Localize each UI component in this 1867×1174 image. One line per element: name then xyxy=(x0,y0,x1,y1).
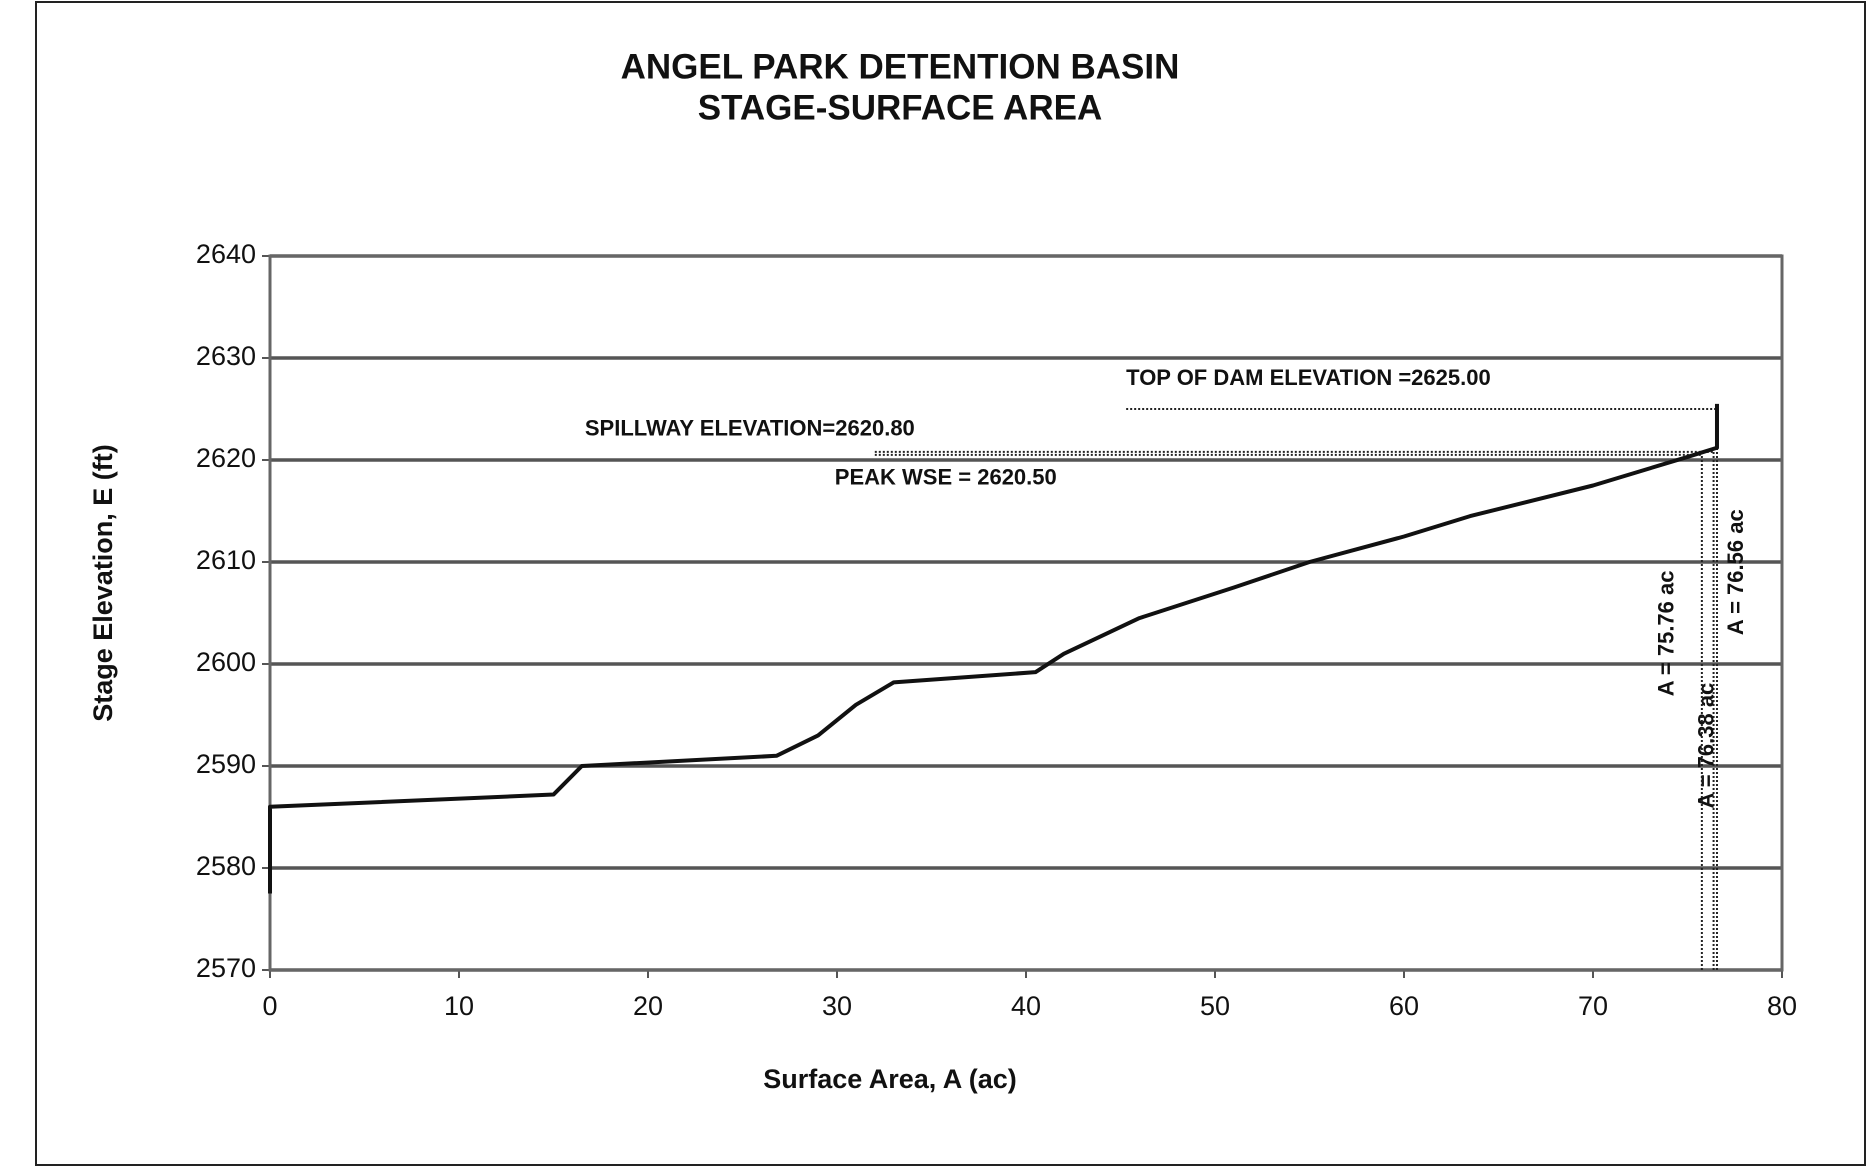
x-tick-label: 50 xyxy=(1200,991,1230,1021)
annotation: A = 76.56 ac xyxy=(1723,509,1748,635)
annotation: SPILLWAY ELEVATION=2620.80 xyxy=(585,416,915,441)
data-line xyxy=(268,403,1719,894)
x-tick-label: 30 xyxy=(822,991,852,1021)
annotation: A = 76.38 ac xyxy=(1693,683,1718,809)
frame xyxy=(35,1,1866,1166)
annotation: TOP OF DAM ELEVATION =2625.00 xyxy=(1126,365,1491,390)
y-tick-label: 2640 xyxy=(196,239,256,269)
x-tick-label: 70 xyxy=(1578,991,1608,1021)
chart-title: ANGEL PARK DETENTION BASIN xyxy=(621,47,1180,86)
x-tick-label: 60 xyxy=(1389,991,1419,1021)
x-axis-label: Surface Area, A (ac) xyxy=(763,1064,1017,1094)
y-axis-label: Stage Elevation, E (ft) xyxy=(88,444,118,722)
annotation: A = 75.76 ac xyxy=(1654,571,1679,697)
y-tick-label: 2570 xyxy=(196,953,256,983)
x-tick-label: 40 xyxy=(1011,991,1041,1021)
annotation: PEAK WSE = 2620.50 xyxy=(835,465,1057,490)
x-tick-label: 10 xyxy=(444,991,474,1021)
x-tick-label: 80 xyxy=(1767,991,1797,1021)
y-tick-label: 2590 xyxy=(196,749,256,779)
x-tick-label: 0 xyxy=(262,991,277,1021)
y-tick-label: 2610 xyxy=(196,545,256,575)
y-tick-label: 2620 xyxy=(196,443,256,473)
y-tick-label: 2600 xyxy=(196,647,256,677)
y-tick-label: 2580 xyxy=(196,851,256,881)
y-tick-label: 2630 xyxy=(196,341,256,371)
x-tick-label: 20 xyxy=(633,991,663,1021)
plot-area xyxy=(268,254,1784,972)
chart-subtitle: STAGE-SURFACE AREA xyxy=(698,88,1102,127)
